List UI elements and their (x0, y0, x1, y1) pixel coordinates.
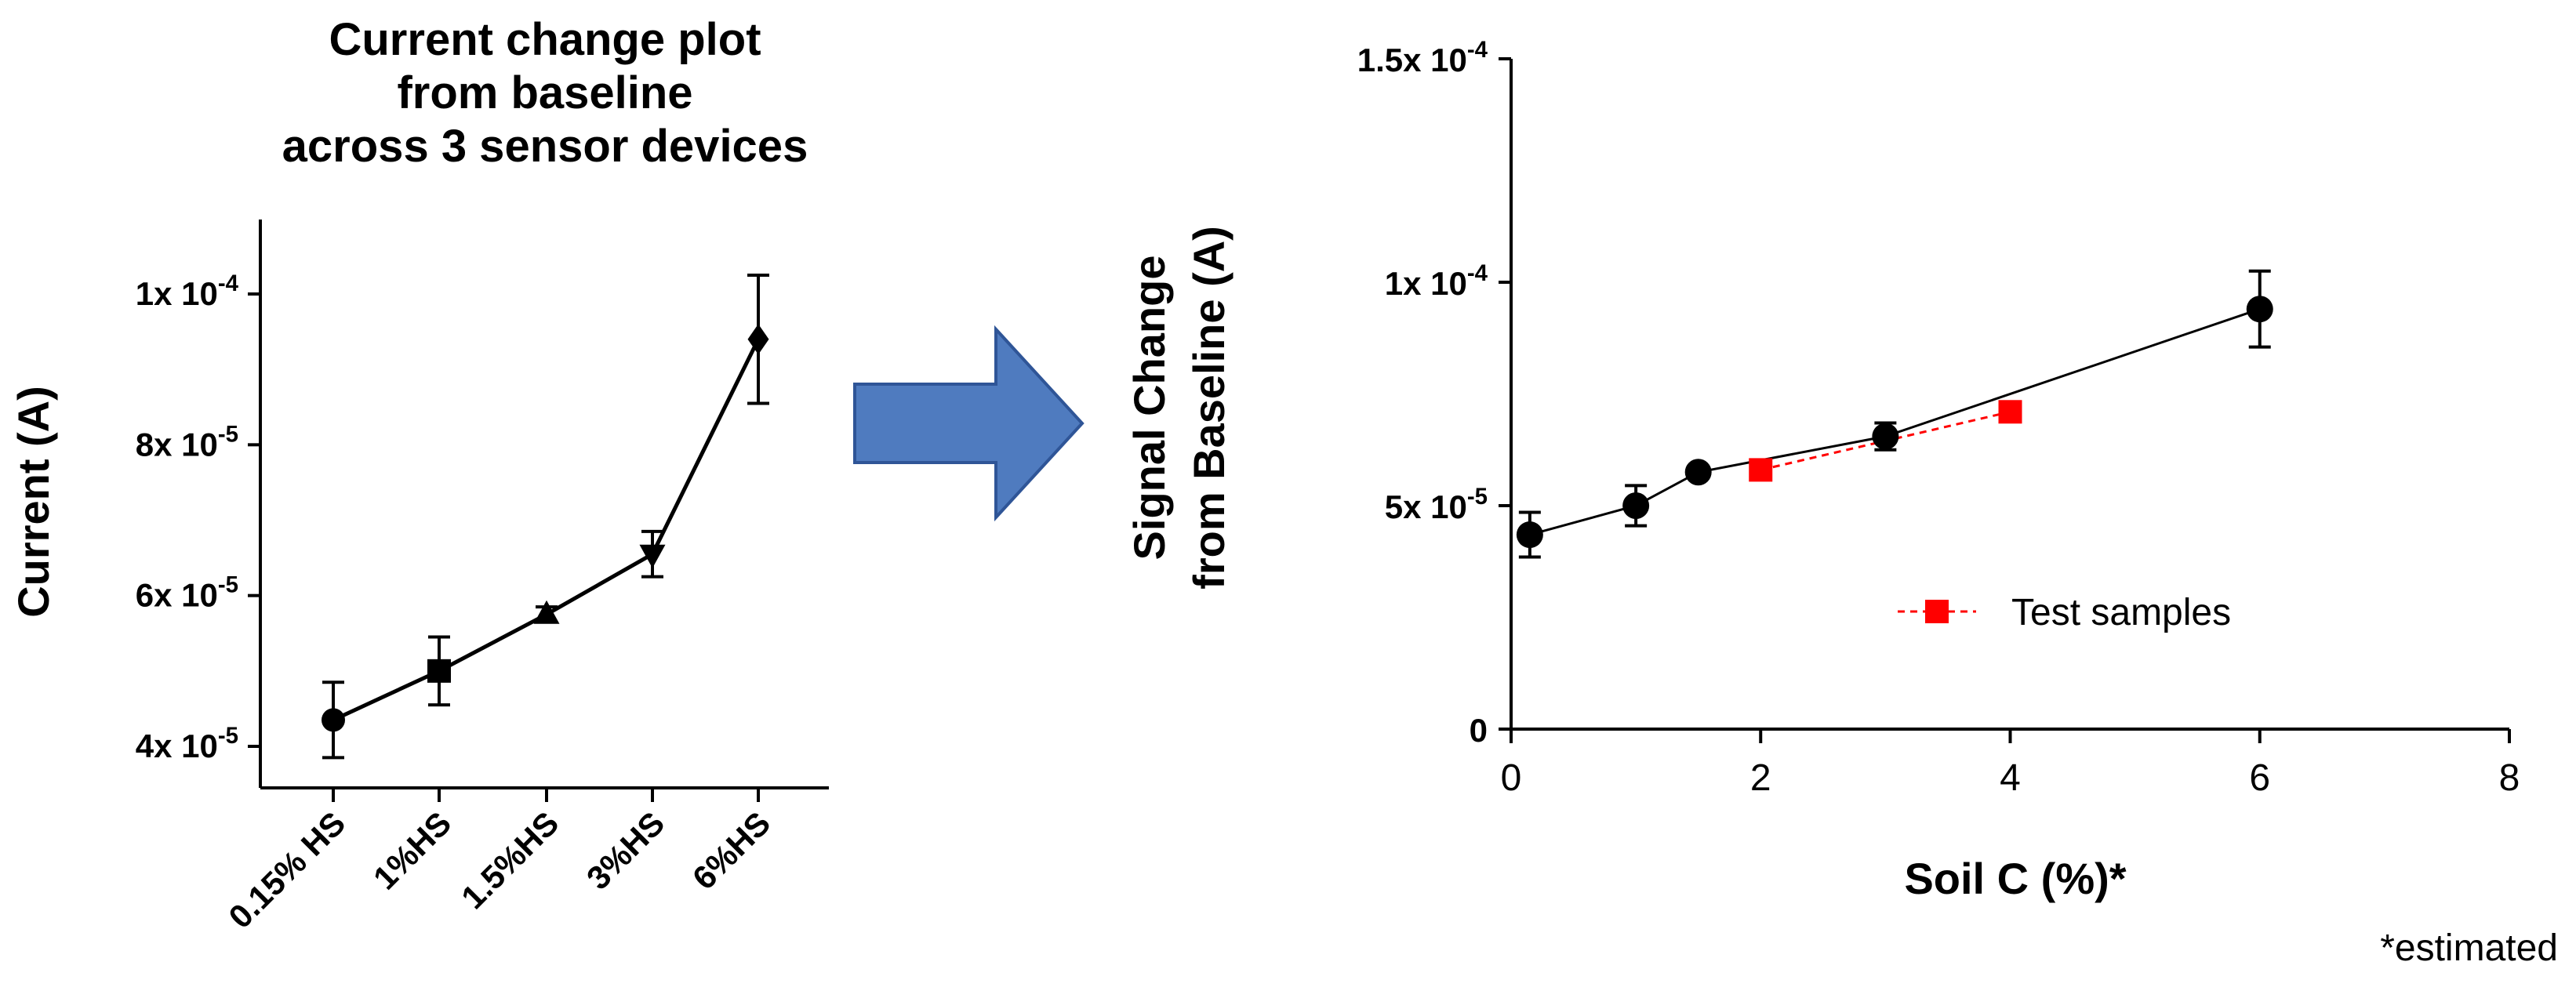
x-tick-label: 8 (2499, 757, 2520, 799)
y-axis-title-line: from Baseline (A) (1184, 226, 1234, 590)
legend-label: Test samples (2011, 592, 2231, 633)
y-tick-label: 4x 10-5 (136, 723, 238, 764)
y-tick-label-base: 1.5x 10 (1357, 42, 1467, 78)
x-axis-title: Soil C (%)* (1904, 854, 2126, 903)
data-point (1684, 459, 1712, 486)
y-tick-label: 1.5x 10-4 (1357, 37, 1488, 78)
test-sample-point (1749, 458, 1773, 482)
footnote: *estimated (2380, 927, 2558, 969)
data-point (427, 659, 451, 683)
y-tick-label-exp: -4 (218, 270, 239, 296)
test-sample-point (1998, 400, 2022, 424)
chart-title-line: across 3 sensor devices (282, 121, 808, 172)
x-tick-label: 0 (1501, 757, 1522, 799)
y-tick-label-exp: -5 (1467, 484, 1488, 510)
data-point (639, 544, 666, 568)
y-tick-label: 8x 10-5 (136, 421, 238, 463)
x-tick-label: 1%HS (366, 804, 458, 896)
data-point (322, 708, 345, 732)
y-tick-label: 6x 10-5 (136, 572, 238, 614)
y-tick-label-exp: -5 (218, 723, 238, 749)
y-tick-label: 0 (1470, 712, 1488, 749)
y-tick-label-base: 6x 10 (136, 577, 218, 614)
y-tick-label-exp: -4 (1467, 260, 1488, 286)
x-tick-label: 2 (1750, 757, 1771, 799)
x-tick-label: 1.5%HS (454, 804, 565, 916)
y-tick-label-exp: -4 (1467, 37, 1488, 63)
data-point (1516, 521, 1543, 549)
y-tick-label-base: 8x 10 (136, 426, 218, 463)
x-tick-label: 3%HS (580, 804, 671, 896)
y-tick-label-exp: -5 (218, 421, 238, 447)
x-tick-label: 0.15% HS (221, 804, 352, 935)
x-tick-label: 6%HS (685, 804, 777, 896)
y-tick-label-base: 1x 10 (1385, 265, 1467, 302)
y-tick-label: 5x 10-5 (1385, 484, 1488, 525)
data-point (747, 324, 769, 355)
right-arrow-icon (853, 325, 1085, 522)
data-point (2246, 296, 2273, 323)
y-axis-title-line: Signal Change (1125, 256, 1174, 561)
series-line (332, 338, 761, 722)
x-tick-label: 6 (2249, 757, 2270, 799)
y-tick-label-base: 1x 10 (136, 275, 218, 312)
x-tick-label: 4 (2000, 757, 2021, 799)
legend-marker (1925, 600, 1949, 623)
data-point (1622, 492, 1650, 519)
y-tick-label: 1x 10-4 (1385, 260, 1488, 302)
data-point (533, 600, 560, 624)
y-tick-label: 1x 10-4 (136, 270, 239, 312)
data-point (1872, 423, 1899, 450)
y-axis-title: Current (A) (9, 386, 58, 618)
arrow-shape (853, 325, 1085, 522)
y-tick-label-base: 0 (1470, 712, 1488, 749)
chart-title-line: Current change plot (329, 14, 761, 65)
chart-title-line: from baseline (397, 67, 692, 118)
y-tick-label-exp: -5 (218, 572, 238, 598)
y-tick-label-base: 5x 10 (1385, 488, 1467, 525)
y-tick-label-base: 4x 10 (136, 728, 218, 764)
legend: Test samples (1898, 592, 2231, 633)
